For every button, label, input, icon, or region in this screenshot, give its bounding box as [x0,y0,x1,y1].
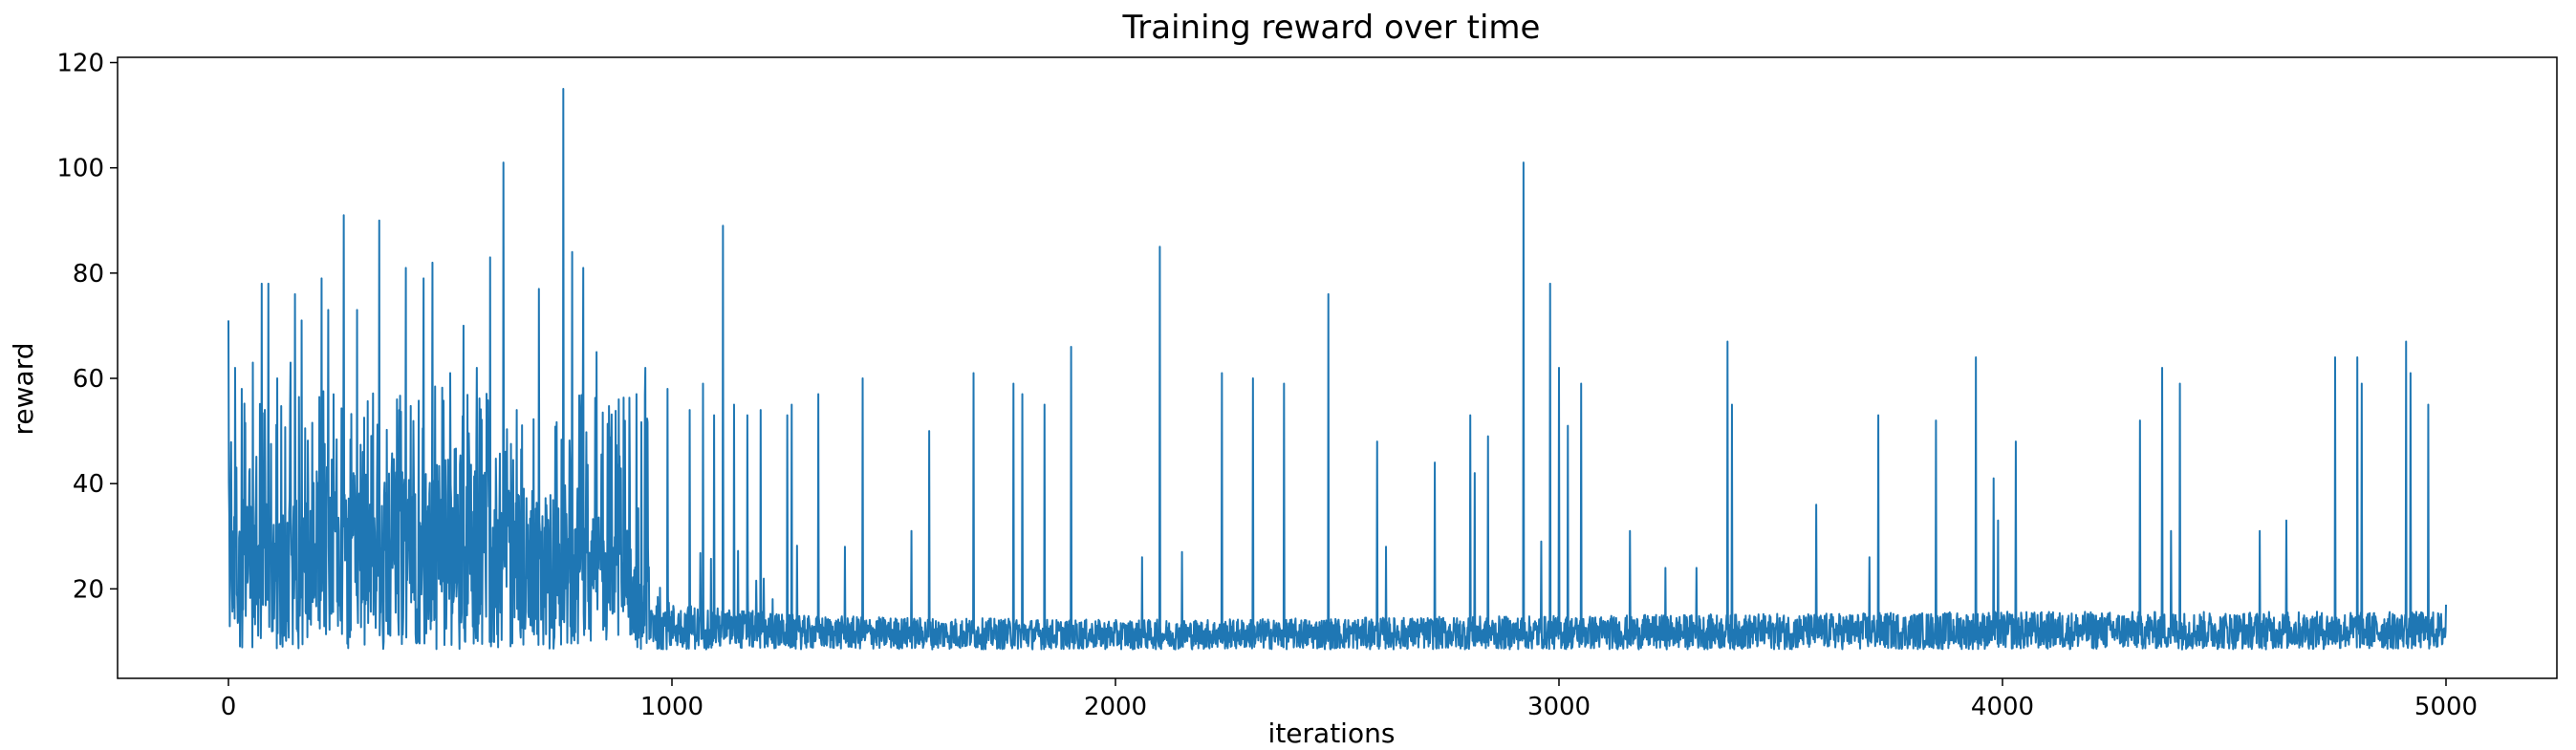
y-tick-label: 120 [56,50,104,78]
y-tick-label: 80 [73,260,104,289]
y-tick-label: 40 [73,470,104,499]
reward-series-line [227,88,2447,651]
y-tick-label: 60 [73,365,104,394]
x-tick-label: 0 [221,693,237,721]
x-tick-label: 3000 [1527,693,1591,721]
y-tick-label: 20 [73,575,104,604]
axes: 0 1000 2000 3000 4000 5000 20 40 60 80 100 120 [56,50,2558,721]
y-axis-label: reward [8,343,39,436]
x-tick-label: 1000 [640,693,704,721]
x-tick-label: 5000 [2414,693,2478,721]
x-axis-label: iterations [1268,718,1396,745]
x-tick-label: 4000 [1971,693,2034,721]
y-tick-label: 100 [56,155,104,183]
plot-area [227,88,2447,651]
plot-frame [117,56,2558,679]
chart-title: Training reward over time [1122,9,1541,47]
x-tick-label: 2000 [1084,693,1147,721]
